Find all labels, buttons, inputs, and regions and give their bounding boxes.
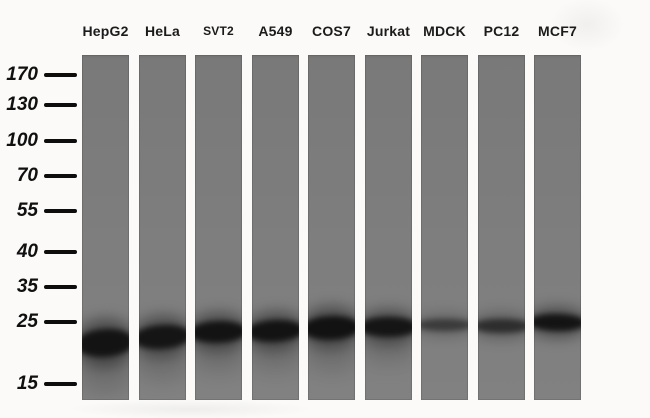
lane-label: PC12 bbox=[483, 23, 520, 39]
protein-band-smear bbox=[195, 337, 242, 373]
mw-marker-label: 40 bbox=[16, 241, 38, 262]
protein-band bbox=[421, 319, 468, 331]
lane-strip bbox=[252, 55, 299, 400]
mw-marker-tick bbox=[44, 174, 77, 178]
mw-marker-label: 55 bbox=[16, 200, 38, 221]
mw-marker-label: 170 bbox=[6, 64, 38, 85]
protein-band bbox=[478, 319, 525, 333]
lane-strip bbox=[478, 55, 525, 400]
lane-label: COS7 bbox=[312, 23, 351, 39]
lane-strip bbox=[195, 55, 242, 400]
lane-label: MDCK bbox=[423, 23, 466, 39]
mw-marker-label: 100 bbox=[6, 130, 38, 151]
lane-strip bbox=[365, 55, 412, 400]
mw-marker-label: 70 bbox=[16, 165, 38, 186]
mw-marker-tick bbox=[44, 285, 77, 289]
protein-band-smear bbox=[252, 336, 299, 372]
lane-strip bbox=[534, 55, 581, 400]
lane-strip bbox=[308, 55, 355, 400]
lane-label: Jurkat bbox=[366, 23, 411, 39]
mw-marker-label: 35 bbox=[16, 276, 38, 297]
mw-marker-tick bbox=[44, 139, 77, 143]
mw-marker-tick bbox=[44, 250, 77, 254]
lane-strip bbox=[139, 55, 186, 400]
mw-marker-tick bbox=[44, 73, 77, 77]
protein-band-smear bbox=[365, 332, 412, 364]
lane-strip bbox=[421, 55, 468, 400]
protein-band-smear bbox=[139, 343, 186, 382]
protein-band-smear bbox=[82, 350, 129, 395]
protein-band-smear bbox=[308, 334, 355, 373]
lane-label: HepG2 bbox=[82, 23, 129, 39]
mw-marker-tick bbox=[44, 382, 77, 386]
lane-label: MCF7 bbox=[538, 23, 577, 39]
protein-band bbox=[534, 312, 581, 332]
mw-marker-label: 25 bbox=[16, 311, 38, 332]
mw-marker-label: 130 bbox=[6, 94, 38, 115]
lane-label: A549 bbox=[258, 23, 293, 39]
mw-marker-label: 15 bbox=[16, 373, 38, 394]
lane-label: SVT2 bbox=[203, 24, 234, 38]
lane-strip bbox=[82, 55, 129, 400]
lane-label: HeLa bbox=[144, 23, 181, 39]
mw-marker-tick bbox=[44, 320, 77, 324]
mw-marker-tick bbox=[44, 209, 77, 213]
protein-band bbox=[365, 317, 412, 337]
mw-marker-tick bbox=[44, 103, 77, 107]
